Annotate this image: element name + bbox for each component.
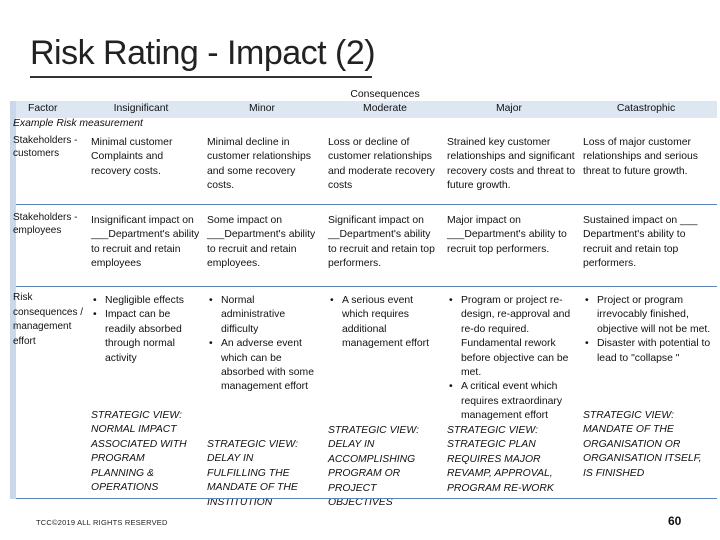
cell-customers-insignificant: Minimal customer Complaints and recovery… — [91, 137, 173, 177]
row-factor-employees: Stakeholders - employees — [13, 212, 78, 236]
cell-risk-major: Program or project re-design, re-approva… — [447, 294, 579, 424]
strategic-view-catastrophic: STRATEGIC VIEW: MANDATE OF THE ORGANISAT… — [583, 410, 702, 479]
strategic-view-insignificant: STRATEGIC VIEW: NORMAL IMPACT ASSOCIATED… — [91, 410, 187, 494]
cell-employees-minor: Some impact on ___Department's ability t… — [207, 215, 316, 270]
col-header-moderate: Moderate — [363, 103, 407, 114]
factor-header: Factor — [28, 103, 58, 114]
header-band — [16, 101, 717, 118]
list-item: A serious event which requires additiona… — [328, 294, 434, 352]
strategic-view-major: STRATEGIC VIEW: STRATEGIC PLAN REQUIRES … — [447, 425, 554, 494]
impact-table: Consequences Factor Insignificant Minor … — [10, 86, 717, 508]
example-label: Example Risk measurement — [13, 118, 143, 129]
cell-employees-insignificant: Insignificant impact on ___Department's … — [91, 215, 200, 270]
table-side-accent — [10, 101, 16, 499]
consequences-header: Consequences — [350, 89, 420, 100]
strategic-view-minor: STRATEGIC VIEW: DELAY IN FULFILLING THE … — [207, 439, 299, 508]
strategic-view-moderate: STRATEGIC VIEW: DELAY IN ACCOMPLISHING P… — [328, 425, 420, 509]
title-underline — [30, 76, 372, 78]
col-header-catastrophic: Catastrophic — [616, 103, 676, 114]
col-header-major: Major — [496, 103, 522, 114]
list-item: Impact can be readily absorbed through n… — [91, 308, 203, 366]
page-title: Risk Rating - Impact (2) — [30, 34, 376, 72]
list-item: Disaster with potential to lead to "coll… — [583, 337, 713, 366]
cell-employees-moderate: Significant impact on __Department's abi… — [328, 215, 435, 270]
row-factor-risk-consequences: Risk consequences / management effort — [13, 292, 84, 347]
row-divider — [16, 204, 717, 205]
cell-risk-catastrophic: Project or program irrevocably finished,… — [583, 294, 713, 366]
cell-customers-catastrophic: Loss of major customer relationships and… — [583, 137, 698, 177]
list-item: Negligible effects — [91, 294, 203, 309]
copyright-footer: TCC©2019 ALL RIGHTS RESERVED — [36, 518, 168, 527]
list-item: Project or program irrevocably finished,… — [583, 294, 713, 337]
cell-customers-moderate: Loss or decline of customer relationship… — [328, 137, 435, 192]
cell-employees-catastrophic: Sustained impact on ___ Department's abi… — [583, 215, 698, 270]
list-item: Normal administrative difficulty — [207, 294, 319, 337]
page-number: 60 — [668, 514, 682, 528]
cell-risk-insignificant: Negligible effects Impact can be readily… — [91, 294, 203, 366]
cell-employees-major: Major impact on ___Department's ability … — [447, 215, 567, 255]
list-item: Program or project re-design, re-approva… — [447, 294, 579, 380]
col-header-minor: Minor — [249, 103, 275, 114]
cell-customers-major: Strained key customer relationships and … — [447, 137, 576, 192]
list-item: A critical event which requires extraord… — [447, 380, 579, 423]
cell-risk-moderate: A serious event which requires additiona… — [328, 294, 434, 352]
cell-risk-minor: Normal administrative difficulty An adve… — [207, 294, 319, 395]
row-factor-customers: Stakeholders - customers — [13, 135, 78, 159]
list-item: An adverse event which can be absorbed w… — [207, 337, 319, 395]
col-header-insignificant: Insignificant — [113, 103, 169, 114]
row-divider — [16, 286, 717, 287]
table-bottom-rule — [16, 498, 717, 499]
cell-customers-minor: Minimal decline in customer relationship… — [207, 137, 311, 192]
